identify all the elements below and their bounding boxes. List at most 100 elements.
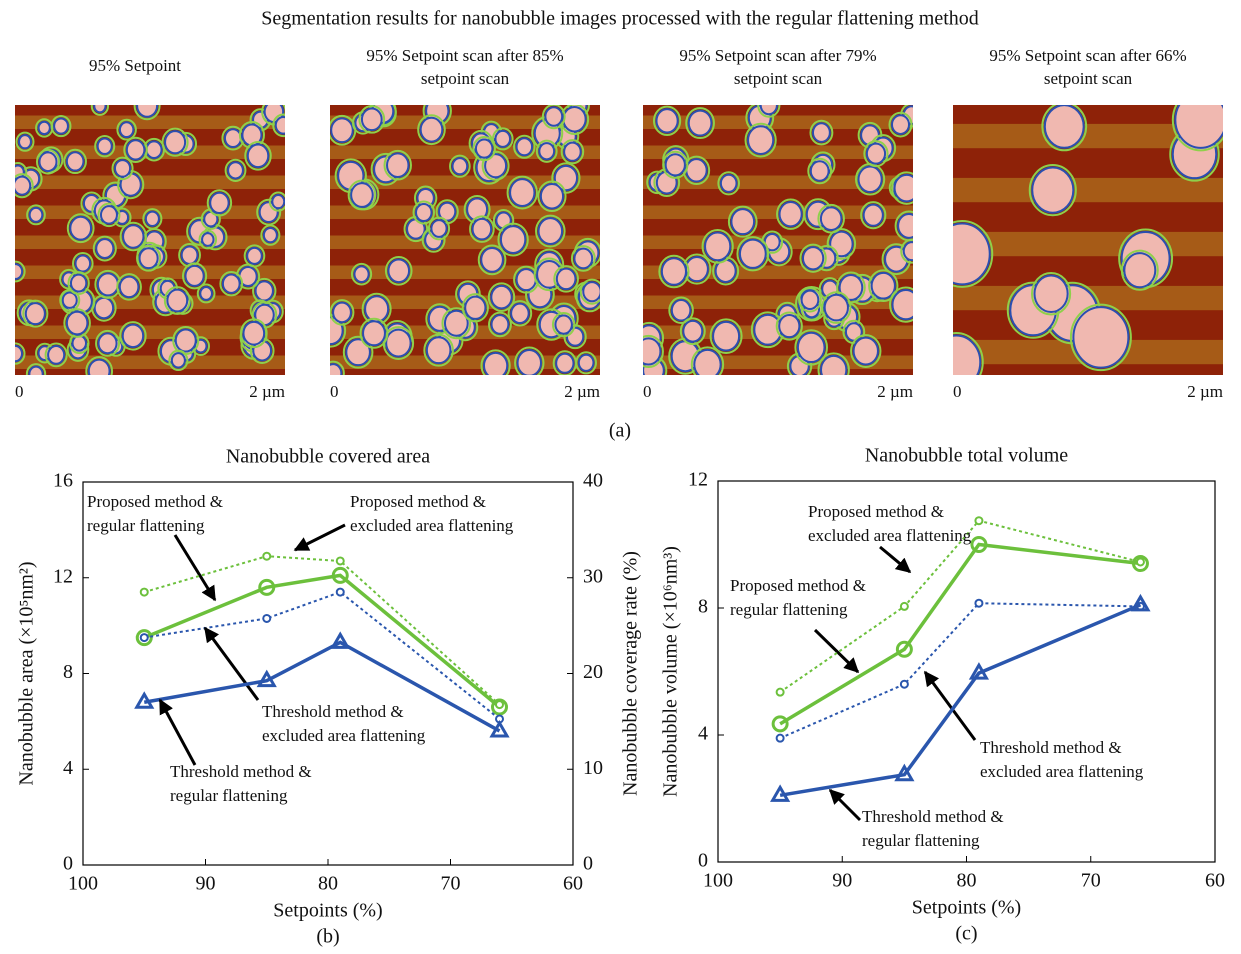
bubble-outline <box>1028 164 1077 217</box>
bubble <box>693 348 722 375</box>
annotation-arrow <box>158 698 197 766</box>
bubble-outline <box>133 105 161 121</box>
series-annotation: excluded area flattening <box>980 762 1144 781</box>
bubble <box>28 206 44 223</box>
x-tick-label: 80 <box>957 870 977 892</box>
bubble <box>862 203 884 227</box>
annotation-arrow <box>828 788 862 822</box>
marker <box>330 631 351 649</box>
bubble-outline <box>799 243 827 273</box>
bubble-outline <box>50 114 72 138</box>
bubble-outline <box>123 136 148 164</box>
bubble <box>811 122 831 143</box>
afm-image <box>643 105 913 375</box>
bubble <box>537 217 564 246</box>
bubble <box>332 301 352 324</box>
bubble <box>419 116 444 143</box>
bubble <box>209 191 230 214</box>
x-tick-label: 70 <box>441 873 461 895</box>
bubble <box>118 275 140 299</box>
bubble-outline <box>652 105 682 136</box>
bubble <box>174 328 197 353</box>
bubble-outline <box>66 213 95 244</box>
bubble-outline <box>488 311 512 338</box>
bubble <box>582 281 600 303</box>
bubble-outline <box>953 332 984 375</box>
bubble <box>857 165 883 194</box>
scale-start: 0 <box>15 382 24 401</box>
panel-title: setpoint scan <box>421 69 510 88</box>
y-tick-label: 4 <box>63 757 73 779</box>
bubble <box>246 246 263 265</box>
panel-title: 95% Setpoint <box>89 56 181 75</box>
bubble <box>1072 306 1130 369</box>
bubble-outline <box>690 346 725 375</box>
bubble-outline <box>383 149 412 181</box>
x-tick-label: 70 <box>1081 870 1101 892</box>
marker <box>495 700 504 710</box>
bubble <box>99 205 118 225</box>
marker <box>335 556 345 566</box>
bubble <box>65 310 89 336</box>
plot-frame <box>82 481 574 866</box>
bubble <box>539 183 565 210</box>
bubble-outline <box>744 122 777 158</box>
bubble <box>819 206 843 231</box>
bubble-outline <box>219 271 244 297</box>
bubble-outline <box>701 228 734 264</box>
bubble-outline <box>776 198 806 230</box>
bubble <box>362 320 386 347</box>
annotation-arrow <box>813 628 860 674</box>
marker <box>894 763 915 782</box>
bubble <box>93 105 107 114</box>
bubble <box>852 336 879 366</box>
bubble <box>577 353 595 372</box>
bubble-outline <box>506 175 538 210</box>
bubble <box>199 286 213 301</box>
bubble-outline <box>1030 272 1072 316</box>
bubble <box>254 280 274 302</box>
bubble <box>451 157 469 176</box>
series-line <box>143 573 501 709</box>
bubble-outline <box>15 260 26 283</box>
bubble <box>664 153 686 177</box>
bubble <box>121 323 145 349</box>
bubble <box>685 158 708 183</box>
y2-tick-label: 30 <box>583 565 603 587</box>
panel-title: 95% Setpoint scan after 85% <box>366 46 563 65</box>
bubble <box>820 354 848 375</box>
bubble <box>510 302 530 325</box>
bubble <box>655 108 679 134</box>
marker <box>1131 555 1149 573</box>
bubble <box>891 289 913 321</box>
bubble <box>1031 166 1075 214</box>
marker <box>775 733 785 743</box>
bubble <box>471 217 493 241</box>
bubble <box>360 107 383 132</box>
x-axis-label: Setpoints (%) <box>912 897 1021 919</box>
bubble-outline <box>891 171 913 205</box>
bubble <box>87 358 111 375</box>
image-band <box>15 115 285 129</box>
bubble <box>386 152 410 179</box>
bubble-outline <box>136 244 162 272</box>
scale-start: 0 <box>330 382 339 401</box>
bubble-outline <box>330 299 355 326</box>
scale-start: 0 <box>953 382 962 401</box>
bubble-outline <box>423 333 454 367</box>
bubble <box>474 138 494 159</box>
marker <box>770 784 791 802</box>
bubble-outline <box>953 220 994 288</box>
bubble-outline <box>514 346 545 375</box>
bubble-outline <box>412 200 436 225</box>
bubble <box>96 272 119 297</box>
figure-title: Segmentation results for nanobubble imag… <box>261 8 979 30</box>
bubble-outline <box>224 158 247 182</box>
bubble <box>125 139 146 161</box>
bubble <box>364 295 390 323</box>
series-annotation: regular flattening <box>87 516 205 535</box>
bubble <box>712 320 741 352</box>
bubble <box>258 201 279 224</box>
bubble-outline <box>1120 249 1159 291</box>
image-band <box>330 115 600 129</box>
